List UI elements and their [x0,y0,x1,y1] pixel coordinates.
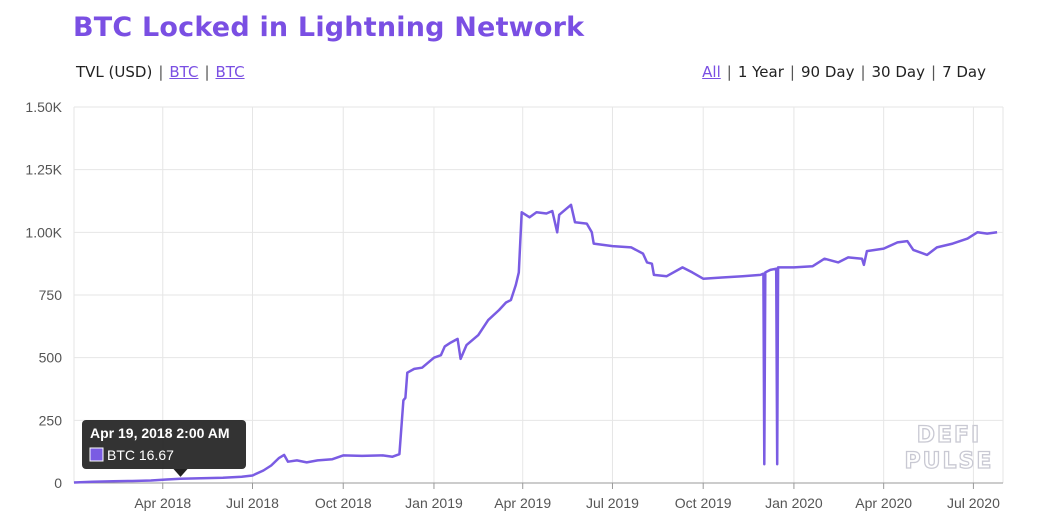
tooltip-background [82,420,246,469]
y-tick-label: 500 [39,350,63,366]
separator: | [789,63,795,81]
y-tick-label: 750 [39,287,63,303]
range-30-day[interactable]: 30 Day [871,63,925,81]
x-axis: Apr 2018 Jul 2018 Oct 2018 Jan 2019 Apr 2019… [74,482,1003,511]
tab-tvl-usd[interactable]: TVL (USD) [76,63,153,81]
x-tick-label: Jan 2019 [405,495,463,511]
y-tick-label: 1.25K [25,162,62,178]
x-tick-label: Oct 2018 [315,495,372,511]
separator: | [931,63,937,81]
separator: | [158,63,164,81]
range-1-year[interactable]: 1 Year [737,63,784,81]
x-tick-label: Apr 2020 [855,495,912,511]
metric-selector: TVL (USD) | BTC | BTC [76,63,245,81]
x-tick-label: Jul 2018 [226,495,279,511]
tooltip-pointer [173,469,188,477]
x-tick-label: Apr 2018 [134,495,191,511]
y-tick-label: 1.00K [25,224,62,240]
tooltip-date: Apr 19, 2018 2:00 AM [90,425,230,441]
chart-grid [73,106,1004,484]
y-tick-label: 1.50K [25,99,62,115]
y-tick-label: 250 [39,412,63,428]
tooltip-value: BTC 16.67 [107,447,174,463]
range-all[interactable]: All [702,63,721,81]
watermark-line1: DEFI [917,423,982,448]
chart-title: BTC Locked in Lightning Network [73,12,585,43]
tab-btc-secondary[interactable]: BTC [215,63,245,81]
x-tick-label: Jan 2020 [765,495,823,511]
time-range-selector: All | 1 Year | 90 Day | 30 Day | 7 Day [702,63,986,81]
separator: | [204,63,210,81]
x-tick-label: Jul 2019 [586,495,639,511]
y-axis: 0 250 500 750 1.00K 1.25K 1.50K [25,99,62,491]
y-tick-label: 0 [54,475,62,491]
defi-pulse-watermark: DEFI PULSE [904,422,994,474]
watermark-line2: PULSE [905,449,994,474]
x-tick-label: Jul 2020 [947,495,1000,511]
range-90-day[interactable]: 90 Day [800,63,855,81]
series-line-btc [73,203,998,484]
tooltip: Apr 19, 2018 2:00 AM BTC 16.67 [82,420,246,477]
separator: | [860,63,866,81]
x-tick-label: Oct 2019 [675,495,732,511]
separator: | [726,63,732,81]
range-7-day[interactable]: 7 Day [942,63,986,81]
tooltip-series-swatch [89,447,104,462]
x-tick-label: Apr 2019 [494,495,551,511]
tab-btc[interactable]: BTC [169,63,199,81]
series-layer [73,203,998,484]
